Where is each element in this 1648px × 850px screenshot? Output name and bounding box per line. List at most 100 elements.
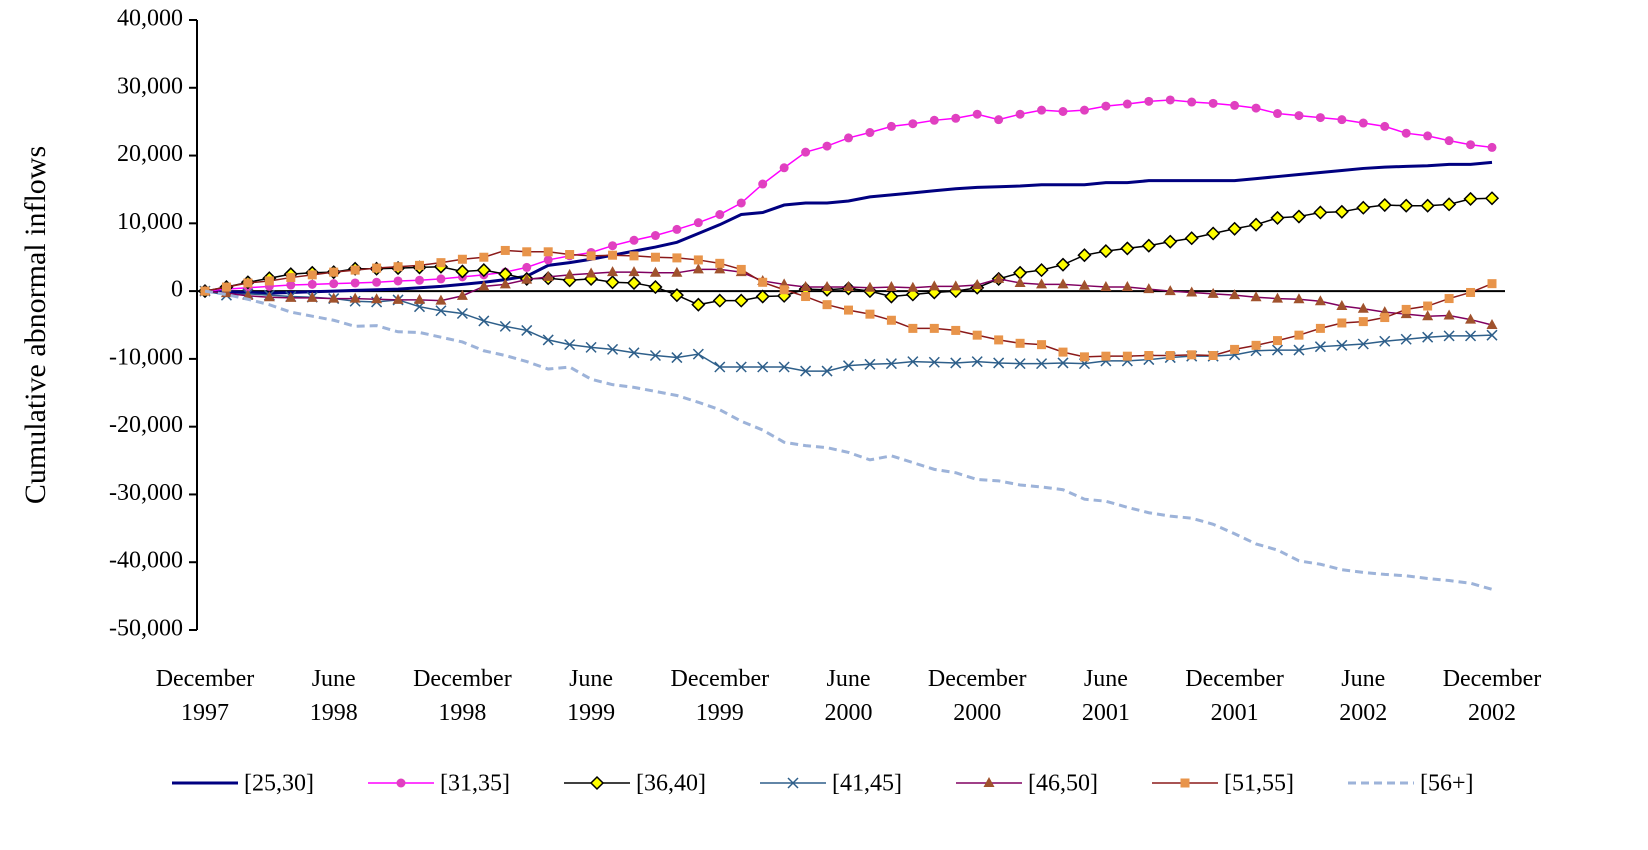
- y-tick-label: -10,000: [109, 344, 183, 370]
- marker: [1443, 330, 1455, 342]
- marker: [1465, 313, 1477, 324]
- marker: [864, 358, 876, 370]
- marker: [1015, 109, 1025, 119]
- marker: [1014, 358, 1026, 370]
- marker: [521, 273, 533, 284]
- legend-label: [51,55]: [1224, 771, 1294, 797]
- marker: [993, 357, 1005, 369]
- marker: [629, 251, 639, 261]
- x-tick-label: December 2001: [1185, 666, 1284, 726]
- marker: [972, 109, 982, 119]
- marker: [1272, 292, 1283, 303]
- series: [204, 289, 1493, 591]
- marker: [1037, 340, 1047, 350]
- marker: [1486, 319, 1498, 329]
- marker: [585, 341, 597, 353]
- marker: [1463, 191, 1478, 206]
- y-tick-label: 30,000: [117, 73, 183, 99]
- marker: [714, 263, 726, 274]
- series-line: [204, 289, 1493, 591]
- marker: [285, 291, 297, 302]
- marker: [607, 266, 619, 277]
- marker: [1206, 226, 1221, 241]
- marker: [286, 280, 296, 290]
- marker: [1377, 197, 1392, 213]
- marker: [1293, 293, 1305, 304]
- marker: [1034, 263, 1049, 278]
- marker: [951, 113, 961, 123]
- marker: [1270, 210, 1285, 225]
- marker: [263, 291, 275, 302]
- marker: [608, 250, 618, 260]
- marker: [521, 324, 533, 336]
- marker: [1401, 304, 1411, 314]
- marker: [1486, 329, 1498, 341]
- marker: [907, 281, 919, 292]
- marker: [499, 320, 511, 332]
- marker: [1356, 200, 1371, 215]
- marker: [671, 352, 683, 364]
- marker: [735, 361, 747, 373]
- marker: [950, 280, 962, 291]
- marker: [844, 305, 853, 315]
- marker: [1336, 300, 1348, 311]
- marker: [1443, 309, 1455, 320]
- marker: [586, 251, 596, 261]
- marker: [1401, 128, 1411, 138]
- legend-label: [56+]: [1420, 771, 1474, 797]
- legend-label: [36,40]: [636, 771, 706, 797]
- marker: [1484, 191, 1500, 206]
- marker: [1141, 238, 1156, 253]
- marker: [1230, 344, 1240, 354]
- marker: [478, 280, 490, 291]
- marker: [1273, 336, 1282, 346]
- marker: [1101, 101, 1111, 111]
- marker: [1079, 105, 1089, 115]
- marker: [1251, 103, 1261, 113]
- marker: [972, 330, 982, 340]
- marker: [372, 277, 382, 287]
- marker: [757, 361, 769, 373]
- x-tick-label: December 2000: [927, 666, 1027, 726]
- y-tick-label: 10,000: [117, 209, 183, 235]
- marker: [1273, 109, 1282, 119]
- series-line: [204, 160, 1493, 295]
- marker: [1465, 330, 1477, 342]
- marker: [1229, 289, 1241, 300]
- marker: [1208, 98, 1218, 108]
- marker: [1250, 291, 1262, 302]
- marker: [692, 263, 704, 274]
- marker: [564, 268, 576, 279]
- y-axis-title: Cumulative abnormal inflows: [19, 146, 52, 504]
- marker: [649, 266, 661, 277]
- marker: [307, 279, 317, 289]
- marker: [349, 292, 361, 303]
- marker: [608, 241, 618, 251]
- marker: [1187, 350, 1197, 360]
- marker: [1100, 281, 1112, 292]
- marker: [1357, 302, 1369, 313]
- marker: [1315, 323, 1325, 333]
- marker: [1037, 105, 1047, 115]
- marker: [1208, 351, 1218, 360]
- marker: [1143, 283, 1155, 294]
- marker: [908, 323, 918, 333]
- marker: [885, 281, 897, 292]
- marker: [908, 119, 918, 129]
- marker: [1487, 142, 1497, 152]
- marker: [307, 270, 317, 280]
- marker: [1294, 330, 1304, 340]
- marker: [1186, 286, 1198, 297]
- marker: [329, 279, 339, 289]
- marker: [971, 356, 983, 368]
- legend-marker: [983, 777, 995, 787]
- marker: [476, 263, 491, 278]
- marker: [929, 323, 939, 333]
- series: [200, 245, 1497, 362]
- marker: [1315, 113, 1325, 123]
- marker: [951, 325, 961, 335]
- marker: [456, 289, 468, 300]
- marker: [436, 258, 446, 268]
- marker: [672, 224, 682, 234]
